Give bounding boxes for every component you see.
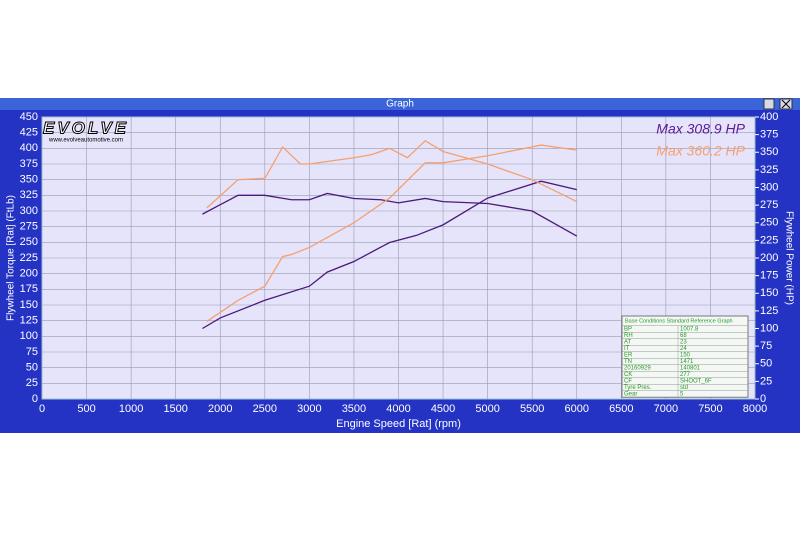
- y-tick-label: 250: [20, 236, 38, 248]
- y2-tick-label: 175: [760, 270, 778, 282]
- info-key: BP: [624, 327, 632, 333]
- info-value: 150: [680, 353, 691, 359]
- info-key: IT: [624, 346, 630, 352]
- logo-url: www.evolveautomotive.com: [48, 138, 123, 144]
- info-value: 68: [680, 333, 687, 339]
- x-tick-label: 4000: [386, 403, 410, 415]
- window-title: Graph: [386, 99, 414, 110]
- info-value: 140801: [680, 366, 701, 372]
- x-tick-label: 1000: [119, 403, 143, 415]
- x-tick-label: 4500: [431, 403, 455, 415]
- y2-tick-label: 400: [760, 111, 778, 123]
- logo-text: EVOLVE: [43, 118, 129, 137]
- y-tick-label: 50: [26, 362, 38, 374]
- x-tick-label: 7000: [654, 403, 678, 415]
- y2-tick-label: 225: [760, 234, 778, 246]
- info-value: 23: [680, 340, 687, 346]
- y-tick-label: 300: [20, 205, 38, 217]
- x-tick-label: 0: [39, 403, 45, 415]
- info-key: 20160929: [624, 366, 651, 372]
- x-axis-label: Engine Speed [Rat] (rpm): [336, 418, 461, 430]
- y2-tick-label: 325: [760, 164, 778, 176]
- x-tick-label: 2000: [208, 403, 232, 415]
- info-value: 24: [680, 346, 687, 352]
- y-tick-label: 375: [20, 158, 38, 170]
- curve: [202, 180, 577, 330]
- info-header: Base Conditions Standard Reference Graph: [625, 318, 733, 324]
- x-tick-label: 5500: [520, 403, 544, 415]
- info-value: std: [680, 385, 688, 391]
- y2-tick-label: 375: [760, 129, 778, 141]
- y-tick-label: 100: [20, 330, 38, 342]
- info-key: Gear: [624, 392, 637, 398]
- max-annotation: Max 360.2 HP: [656, 143, 745, 159]
- curve: [202, 192, 578, 237]
- info-key: CK: [624, 372, 632, 378]
- title-bar: [0, 98, 800, 110]
- y2-tick-label: 75: [760, 340, 772, 352]
- y-tick-label: 225: [20, 252, 38, 264]
- x-tick-label: 7500: [698, 403, 722, 415]
- info-key: RH: [624, 333, 633, 339]
- y2-tick-label: 125: [760, 305, 778, 317]
- y-tick-label: 200: [20, 268, 38, 280]
- curve: [206, 140, 578, 209]
- y2-tick-label: 50: [760, 358, 772, 370]
- x-tick-label: 6000: [565, 403, 589, 415]
- y-tick-label: 25: [26, 377, 38, 389]
- info-table: [621, 315, 749, 398]
- y-tick-label: 450: [20, 111, 38, 123]
- y-tick-label: 175: [20, 283, 38, 295]
- x-tick-label: 1500: [163, 403, 187, 415]
- y2-tick-label: 250: [760, 217, 778, 229]
- y-axis-label: Flywheel Torque [Rat] (FtLb): [6, 195, 17, 321]
- x-tick-label: 3500: [342, 403, 366, 415]
- y2-tick-label: 100: [760, 322, 778, 334]
- info-value: 1007.8: [680, 327, 699, 333]
- info-value: 277: [680, 372, 691, 378]
- y2-axis-label: Flywheel Power (HP): [783, 211, 794, 305]
- info-value: 5: [680, 392, 684, 398]
- y2-tick-label: 350: [760, 146, 778, 158]
- y2-tick-label: 150: [760, 287, 778, 299]
- y-tick-label: 325: [20, 189, 38, 201]
- y-tick-label: 125: [20, 315, 38, 327]
- y-tick-label: 400: [20, 142, 38, 154]
- x-tick-label: 2500: [253, 403, 277, 415]
- x-tick-label: 500: [77, 403, 95, 415]
- info-key: AT: [624, 340, 632, 346]
- x-tick-label: 3000: [297, 403, 321, 415]
- x-tick-label: 5000: [475, 403, 499, 415]
- y-tick-label: 425: [20, 127, 38, 139]
- y-tick-label: 275: [20, 221, 38, 233]
- info-key: CF: [624, 379, 632, 385]
- info-key: Tyre Pres.: [624, 385, 652, 391]
- y2-tick-label: 0: [760, 393, 766, 405]
- y2-tick-label: 200: [760, 252, 778, 264]
- y-tick-label: 350: [20, 174, 38, 186]
- x-tick-label: 8000: [743, 403, 767, 415]
- y-tick-label: 75: [26, 346, 38, 358]
- y2-tick-label: 275: [760, 199, 778, 211]
- y2-tick-label: 25: [760, 375, 772, 387]
- max-annotation: Max 308.9 HP: [656, 121, 745, 137]
- restore-button[interactable]: [763, 98, 775, 110]
- info-value: 1471: [680, 359, 694, 365]
- y2-tick-label: 300: [760, 181, 778, 193]
- y-tick-label: 0: [32, 393, 38, 405]
- x-tick-label: 6500: [609, 403, 633, 415]
- info-value: SHOOT_6F: [680, 379, 712, 385]
- info-key: TN: [624, 359, 632, 365]
- info-key: ER: [624, 353, 633, 359]
- y-tick-label: 150: [20, 299, 38, 311]
- close-icon: [781, 99, 791, 109]
- curve: [206, 144, 577, 322]
